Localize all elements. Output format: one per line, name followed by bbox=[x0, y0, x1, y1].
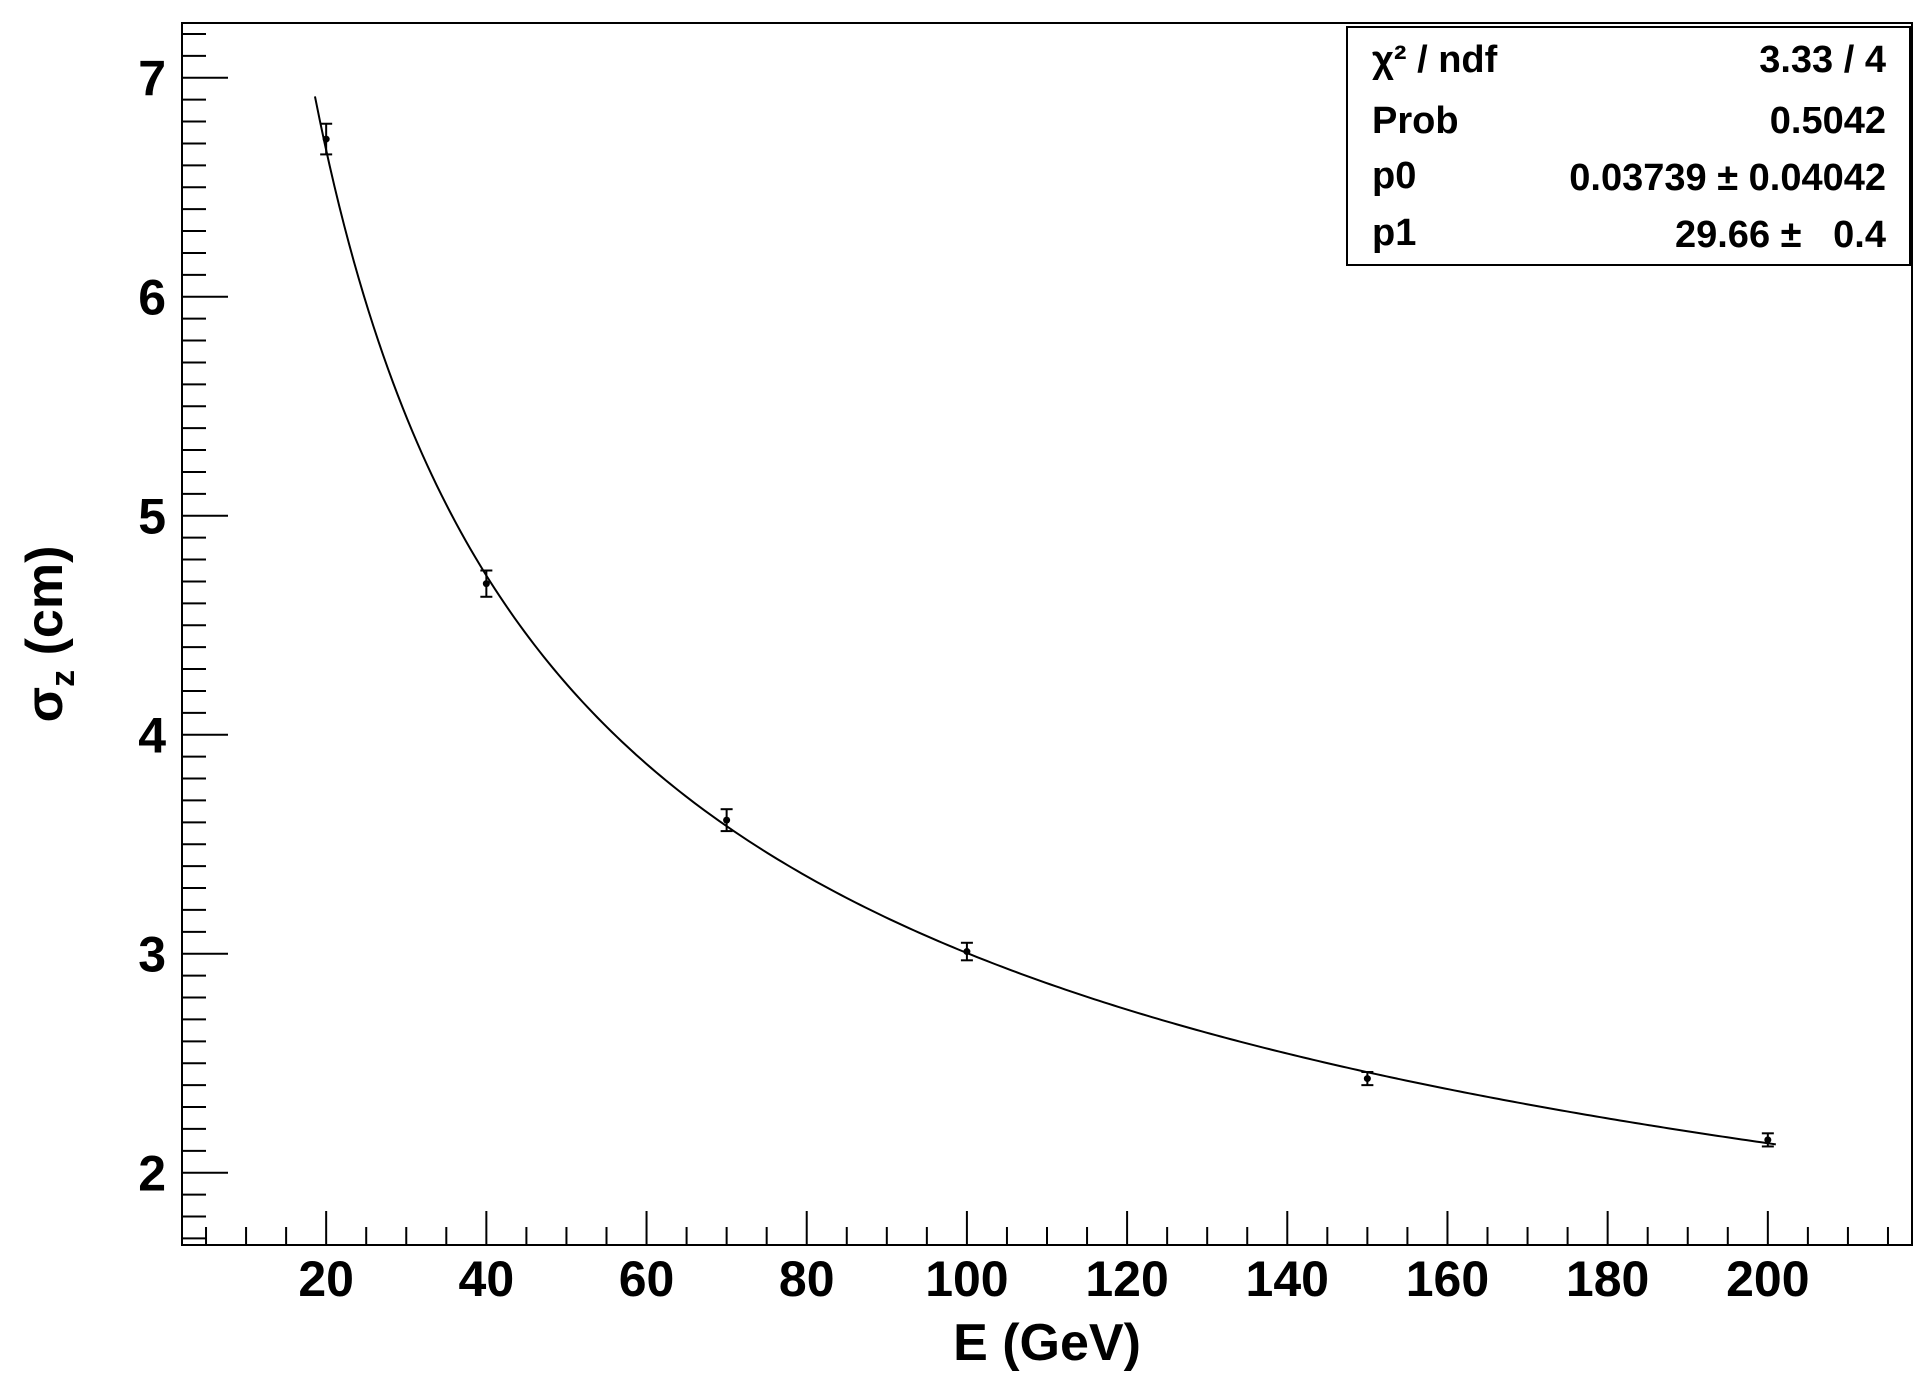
y-tick-label: 6 bbox=[138, 270, 166, 326]
data-point bbox=[320, 122, 333, 156]
stats-box-frame bbox=[1346, 26, 1911, 266]
data-point bbox=[480, 569, 493, 598]
y-tick-label: 3 bbox=[138, 927, 166, 983]
x-tick-label: 200 bbox=[1726, 1251, 1809, 1307]
data-marker bbox=[322, 135, 330, 143]
data-marker bbox=[482, 580, 490, 588]
data-marker bbox=[1363, 1075, 1371, 1083]
stats-box: χ² / ndf 3.33 / 4 Prob 0.5042 p0 0.03739… bbox=[1346, 26, 1911, 266]
stats-value-p1: 29.66 ± 0.4 bbox=[1675, 214, 1886, 256]
x-axis: 20 40 60 80 100 120 140 160 180 200 bbox=[205, 1211, 1889, 1307]
data-marker bbox=[963, 948, 971, 956]
data-point bbox=[1761, 1132, 1774, 1148]
y-tick-label: 5 bbox=[138, 489, 166, 545]
x-tick-label: 120 bbox=[1085, 1251, 1168, 1307]
x-tick-label: 100 bbox=[925, 1251, 1008, 1307]
x-axis-title: E (GeV) bbox=[953, 1314, 1141, 1372]
x-tick-label: 60 bbox=[619, 1251, 675, 1307]
y-tick-label: 2 bbox=[138, 1146, 166, 1202]
stats-label-p0: p0 bbox=[1372, 155, 1416, 197]
y-axis-title: σz (cm) bbox=[16, 546, 82, 723]
stats-value-chi2: 3.33 / 4 bbox=[1759, 39, 1886, 81]
y-axis-title-unit: (cm) bbox=[16, 546, 74, 670]
data-marker bbox=[723, 816, 731, 824]
stats-label-p1: p1 bbox=[1372, 212, 1416, 254]
data-points bbox=[320, 122, 1774, 1148]
x-tick-label: 20 bbox=[298, 1251, 354, 1307]
x-tick-label: 80 bbox=[779, 1251, 835, 1307]
y-tick-label: 4 bbox=[138, 708, 166, 764]
stats-label-chi2: χ² / ndf bbox=[1372, 39, 1498, 81]
data-point bbox=[1361, 1070, 1374, 1087]
x-tick-label: 140 bbox=[1246, 1251, 1329, 1307]
data-marker bbox=[1764, 1136, 1772, 1144]
x-tick-label: 40 bbox=[459, 1251, 515, 1307]
x-tick-label: 180 bbox=[1566, 1251, 1649, 1307]
stats-label-prob: Prob bbox=[1372, 100, 1459, 142]
y-axis-title-symbol: σ bbox=[16, 687, 74, 723]
y-tick-label: 7 bbox=[138, 51, 166, 107]
stats-value-prob: 0.5042 bbox=[1770, 100, 1886, 142]
y-axis: 2 3 4 5 6 7 bbox=[138, 32, 228, 1240]
x-tick-label: 160 bbox=[1406, 1251, 1489, 1307]
fit-curve bbox=[313, 96, 1776, 1146]
stats-value-p0: 0.03739 ± 0.04042 bbox=[1569, 157, 1886, 199]
data-point bbox=[960, 941, 973, 962]
data-point bbox=[720, 808, 733, 833]
y-axis-title-subscript: z bbox=[44, 670, 82, 687]
